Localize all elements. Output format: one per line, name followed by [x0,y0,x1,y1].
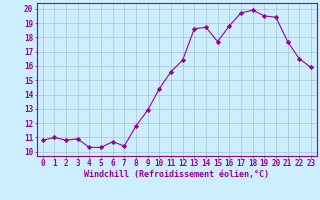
X-axis label: Windchill (Refroidissement éolien,°C): Windchill (Refroidissement éolien,°C) [84,170,269,179]
